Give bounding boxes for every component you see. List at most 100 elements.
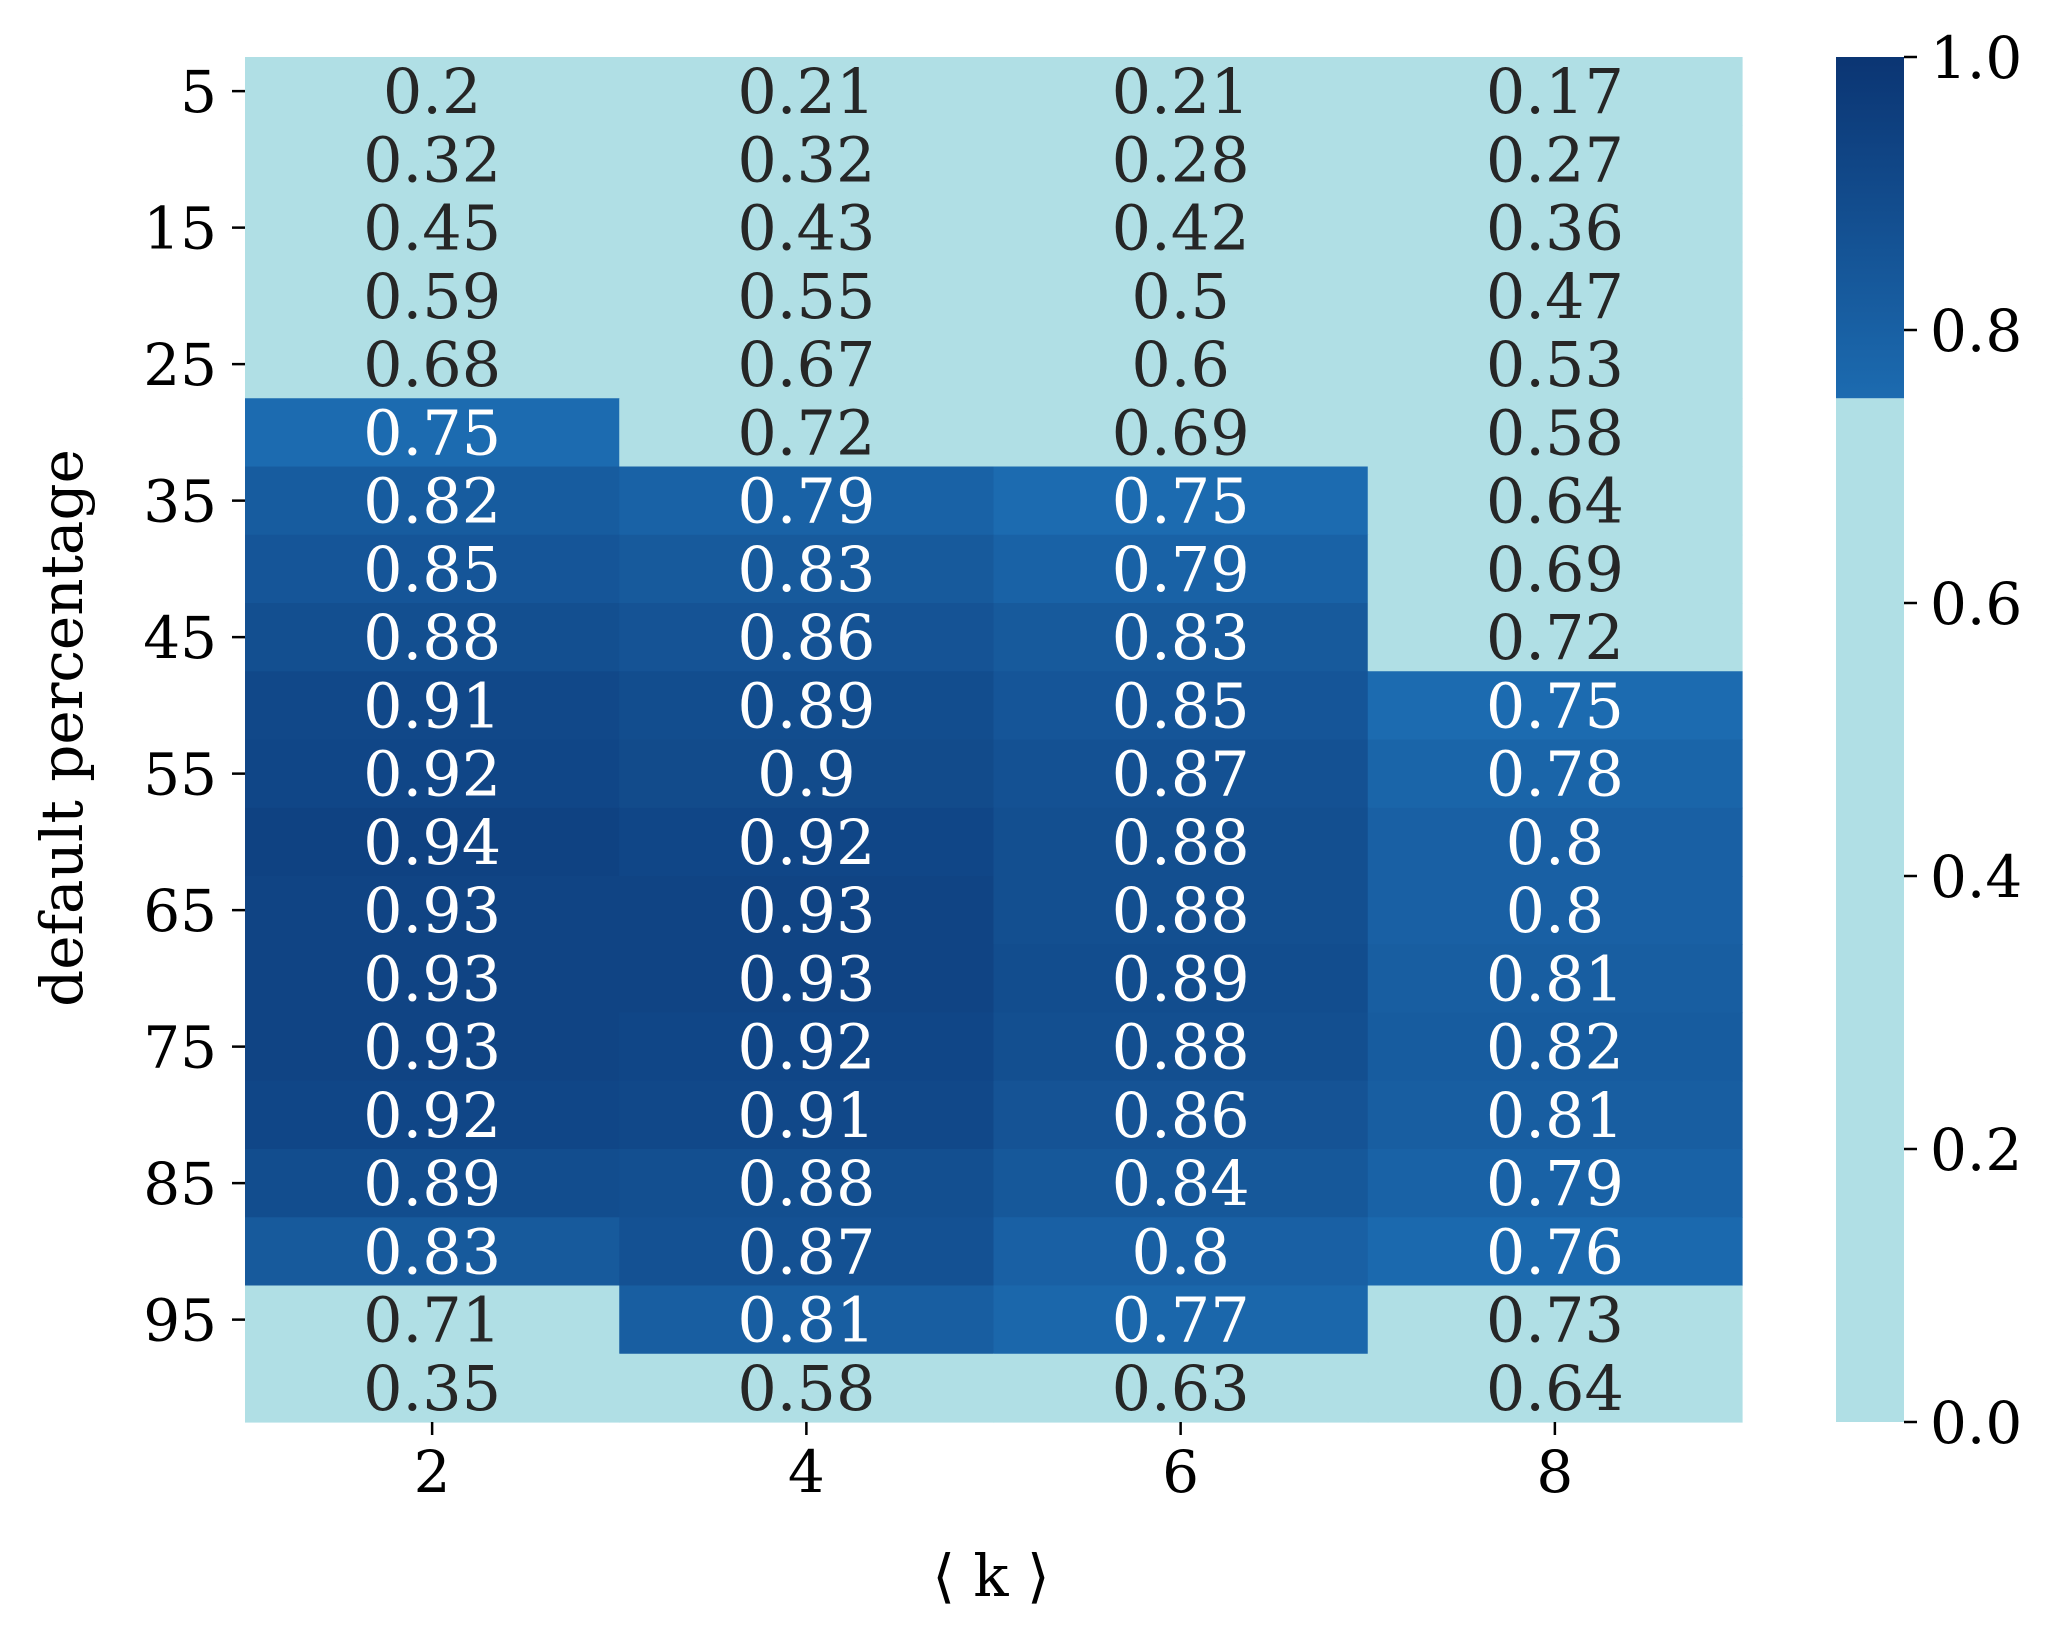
- cell-value-label: 0.47: [1486, 260, 1624, 333]
- heatmap-cell: [1367, 1285, 1743, 1355]
- heatmap-cell: [993, 261, 1369, 331]
- cell-value-label: 0.63: [1112, 1352, 1250, 1425]
- x-axis: 2 4 6 8: [414, 1422, 1573, 1506]
- heatmap-cell: [993, 57, 1369, 126]
- cell-value-label: 0.71: [363, 1284, 501, 1357]
- heatmap-cell: [993, 398, 1369, 468]
- x-tick-label: 4: [788, 1438, 825, 1506]
- x-tick-label: 2: [414, 1438, 451, 1506]
- heatmap-cell: [993, 944, 1369, 1014]
- heatmap-cell: [619, 1217, 995, 1287]
- cell-value-label: 0.85: [1112, 669, 1250, 742]
- cell-value-label: 0.89: [737, 669, 875, 742]
- colorbar-tick-label: 0.4: [1930, 843, 2022, 911]
- heatmap-cell: [619, 1285, 995, 1355]
- cell-value-label: 0.73: [1486, 1284, 1624, 1357]
- heatmap-cell: [993, 671, 1369, 741]
- y-tick-label: 95: [143, 1287, 217, 1355]
- heatmap-cell: [245, 739, 620, 809]
- cell-value-label: 0.82: [1486, 1011, 1624, 1084]
- cell-value-label: 0.59: [363, 260, 501, 333]
- heatmap-cell: [245, 261, 620, 331]
- cell-value-label: 0.86: [737, 601, 875, 674]
- cell-value-label: 0.79: [737, 465, 875, 538]
- heatmap-cell: [245, 193, 620, 263]
- cell-value-label: 0.68: [363, 328, 501, 401]
- heatmap-cell: [245, 1353, 620, 1423]
- heatmap-cell: [993, 807, 1369, 877]
- heatmap-cell: [245, 534, 620, 604]
- heatmap-cell: [993, 1149, 1369, 1218]
- heatmap-cell: [245, 125, 620, 195]
- heatmap-cell: [1367, 671, 1743, 741]
- cell-value-label: 0.72: [1486, 601, 1624, 674]
- cell-value-label: 0.21: [1112, 55, 1250, 128]
- cell-value-label: 0.86: [1112, 1079, 1250, 1152]
- cell-value-label: 0.83: [737, 533, 875, 606]
- cell-value-label: 0.81: [1486, 942, 1624, 1015]
- heatmap-cell: [993, 1285, 1369, 1355]
- heatmap-cell: [993, 876, 1369, 945]
- heatmap-cell: [1367, 603, 1743, 672]
- colorbar-color-segment: [1836, 57, 1904, 399]
- cell-value-label: 0.2: [383, 55, 482, 128]
- cell-value-label: 0.64: [1486, 1352, 1624, 1425]
- heatmap-cell: [245, 1012, 620, 1082]
- cell-value-label: 0.69: [1486, 533, 1624, 606]
- cell-value-label: 0.89: [363, 1147, 501, 1220]
- heatmap-cell: [245, 603, 620, 672]
- heatmap-cell: [619, 261, 995, 331]
- y-axis-label: default percentage: [28, 449, 96, 1007]
- heatmap-cell: [619, 1080, 995, 1150]
- colorbar-tick-label: 0.6: [1930, 570, 2022, 638]
- cell-value-label: 0.82: [363, 465, 501, 538]
- cell-value-label: 0.32: [737, 123, 875, 196]
- y-tick-label: 65: [143, 877, 217, 945]
- heatmap-cell: [245, 671, 620, 741]
- heatmap-cell: [619, 944, 995, 1014]
- heatmap-cell: [245, 398, 620, 468]
- cell-value-label: 0.55: [737, 260, 875, 333]
- y-axis: 5 15 25 35 45 55 65 75 85 95: [143, 58, 245, 1355]
- colorbar-tick-label: 0.0: [1930, 1389, 2022, 1457]
- x-tick-label: 6: [1162, 1438, 1199, 1506]
- cell-value-label: 0.78: [1486, 738, 1624, 811]
- heatmap-cell: [245, 807, 620, 877]
- heatmap-cell: [619, 671, 995, 741]
- cell-value-label: 0.36: [1486, 192, 1624, 265]
- heatmap-cell: [1367, 807, 1743, 877]
- cell-value-label: 0.17: [1486, 55, 1624, 128]
- heatmap-cell: [619, 330, 995, 399]
- x-axis-label: ⟨ k ⟩: [932, 1542, 1049, 1610]
- cell-value-label: 0.93: [363, 1011, 501, 1084]
- heatmap-cell: [1367, 1080, 1743, 1150]
- cell-value-label: 0.85: [363, 533, 501, 606]
- cell-value-label: 0.76: [1486, 1215, 1624, 1288]
- heatmap-cell: [1367, 739, 1743, 809]
- heatmap-cell: [993, 330, 1369, 399]
- heatmap-cell: [993, 1080, 1369, 1150]
- cell-value-label: 0.8: [1506, 806, 1605, 879]
- heatmap-cell: [1367, 466, 1743, 536]
- heatmap-cell: [1367, 1217, 1743, 1287]
- heatmap-cell: [619, 603, 995, 672]
- heatmap-cell: [245, 1217, 620, 1287]
- heatmap-cell: [619, 1012, 995, 1082]
- heatmap-cell: [245, 944, 620, 1014]
- cell-value-label: 0.83: [1112, 601, 1250, 674]
- heatmap-cell: [619, 807, 995, 877]
- heatmap-cell: [993, 1353, 1369, 1423]
- cell-value-label: 0.79: [1112, 533, 1250, 606]
- heatmap-cell: [619, 739, 995, 809]
- cell-value-label: 0.92: [363, 1079, 501, 1152]
- cell-value-label: 0.58: [1486, 396, 1624, 469]
- heatmap-cell: [1367, 57, 1743, 126]
- heatmap-cell: [1367, 534, 1743, 604]
- cell-value-label: 0.9: [757, 738, 856, 811]
- cell-value-label: 0.91: [737, 1079, 875, 1152]
- heatmap-cell: [1367, 944, 1743, 1014]
- heatmap-cell: [619, 57, 995, 126]
- cell-value-label: 0.45: [363, 192, 501, 265]
- heatmap-cell: [1367, 193, 1743, 263]
